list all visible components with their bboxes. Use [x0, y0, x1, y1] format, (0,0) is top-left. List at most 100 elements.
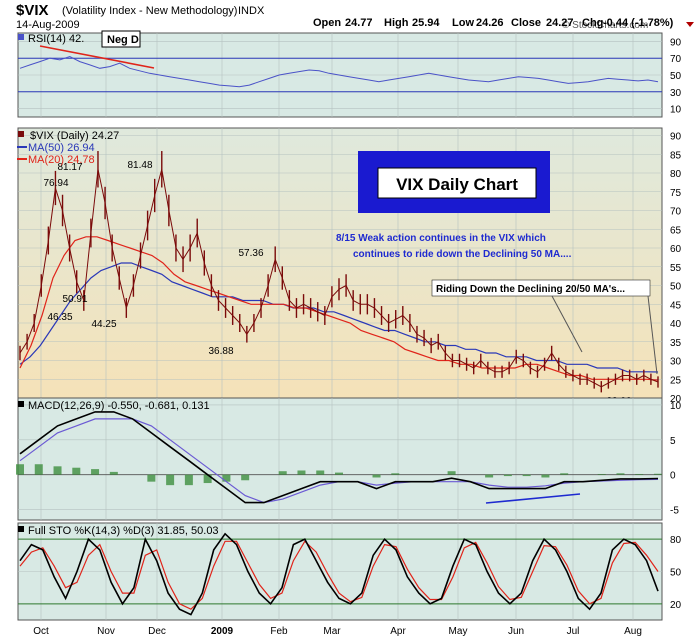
open-value: 24.77 — [345, 17, 373, 29]
y-tick-label: 80 — [670, 169, 682, 180]
sto-title: Full STO %K(14,3) %D(3) 31.85, 50.03 — [28, 525, 219, 537]
rsi-title: RSI(14) 42. — [28, 33, 84, 45]
price-data-label: 36.88 — [208, 346, 233, 357]
y-tick-label: 50 — [670, 282, 682, 293]
macd-hist-bar — [203, 474, 212, 484]
chart-title-inner — [377, 167, 537, 199]
y-tick-label: 40 — [670, 319, 682, 330]
symbol-name: (Volatility Index - New Methodology) — [62, 5, 237, 17]
price-title: $VIX (Daily) 24.27 — [30, 130, 119, 142]
price-data-label: 81.17 — [57, 162, 82, 173]
x-tick-label: Mar — [323, 626, 341, 637]
price-data-label: 81.48 — [127, 160, 152, 171]
panel-frame — [17, 397, 663, 521]
low-value: 24.26 — [476, 17, 504, 29]
down-arrow-icon — [686, 22, 694, 27]
macd-hist-bar — [297, 470, 306, 475]
y-tick-label: 45 — [670, 300, 682, 311]
watermark: © StockCharts.com — [562, 20, 648, 31]
y-tick-label: 50 — [670, 568, 682, 579]
x-tick-label: Aug — [624, 626, 642, 637]
close-value: 24.27 — [546, 17, 574, 29]
chg-label: Chg — [582, 17, 603, 29]
y-tick-label: 75 — [670, 188, 682, 199]
macd-hist-bar — [53, 466, 62, 475]
y-tick-label: 70 — [670, 54, 682, 65]
y-tick-label: 90 — [670, 37, 682, 48]
price-data-label: 50.91 — [62, 294, 87, 305]
y-tick-label: 0 — [670, 471, 676, 482]
y-tick-label: 20 — [670, 600, 682, 611]
y-tick-label: 60 — [670, 244, 682, 255]
macd-hist-bar — [372, 474, 381, 478]
y-tick-label: 80 — [670, 535, 682, 546]
macd-hist-bar — [166, 474, 175, 486]
y-tick-label: 50 — [670, 71, 682, 82]
price-data-label: 57.36 — [238, 248, 263, 259]
macd-hist-bar — [654, 473, 662, 475]
ma50-line — [19, 262, 659, 373]
callout-pointer-1 — [551, 295, 583, 353]
macd-hist-bar — [34, 464, 43, 475]
y-tick-label: 5 — [670, 436, 676, 447]
macd-hist-bar — [91, 469, 100, 475]
macd-title: MACD(12,26,9) -0.550, -0.681, 0.131 — [28, 400, 210, 412]
macd-hist-bar — [391, 473, 400, 475]
callout-pointer-2 — [647, 295, 658, 375]
sto-k-line — [19, 532, 659, 616]
y-tick-label: 70 — [670, 207, 682, 218]
macd-hist-bar — [485, 474, 494, 478]
x-tick-label: Feb — [270, 626, 288, 637]
macd-hist-bar — [541, 474, 550, 478]
sto-legend-swatch — [18, 526, 24, 532]
macd-hist-bar — [560, 473, 569, 475]
macd-hist-bar — [522, 474, 531, 477]
macd-hist-bar — [241, 474, 250, 481]
macd-hist-bar — [184, 474, 193, 486]
rsi-line — [19, 55, 659, 88]
high-value: 25.94 — [412, 17, 440, 29]
x-tick-label: Oct — [33, 626, 49, 637]
macd-hist-bar — [109, 471, 118, 475]
y-tick-label: 20 — [670, 394, 682, 405]
macd-line — [19, 411, 659, 504]
macd-legend-swatch — [18, 401, 24, 407]
price-line — [19, 169, 659, 388]
ma20-line — [19, 236, 659, 381]
rsi-divergence-line — [39, 45, 155, 69]
header-date: 14-Aug-2009 — [16, 19, 80, 31]
callout-box — [431, 279, 651, 297]
macd-hist-bar — [316, 470, 325, 475]
macd-hist-bar — [222, 474, 231, 482]
y-tick-label: 55 — [670, 263, 682, 274]
x-tick-label: May — [449, 626, 468, 637]
chg-value: -0.44 (-1.78%) — [603, 17, 674, 29]
price-data-label: 44.25 — [91, 319, 116, 330]
x-tick-label: Dec — [148, 626, 166, 637]
y-tick-label: 65 — [670, 225, 682, 236]
macd-hist-bar — [16, 464, 24, 475]
neg-d-label: Neg D — [107, 34, 139, 46]
price-legend-swatch — [18, 131, 24, 137]
macd-hist-bar — [335, 472, 343, 475]
macd-hist-bar — [597, 473, 606, 475]
y-tick-label: 30 — [670, 88, 682, 99]
macd-hist-bar — [616, 473, 625, 475]
macd-hist-bar — [278, 471, 287, 475]
macd-panel: -5 0 5 10 — [16, 397, 682, 521]
rsi-legend-swatch — [18, 34, 24, 40]
note-line-2: continues to ride down the Declining 50 … — [353, 249, 572, 260]
macd-hist-bar — [147, 474, 156, 482]
open-label: Open — [313, 17, 341, 29]
y-tick-label: 10 — [670, 105, 682, 116]
x-tick-label: Apr — [390, 626, 406, 637]
ma50-legend: MA(50) 26.94 — [28, 142, 95, 154]
x-tick-label: Jun — [508, 626, 524, 637]
y-tick-label: 90 — [670, 132, 682, 143]
exchange: INDX — [238, 5, 265, 17]
macd-hist-bar — [447, 471, 456, 475]
close-label: Close — [511, 17, 541, 29]
x-tick-label: 2009 — [211, 626, 234, 637]
chart-header: $VIX (Volatility Index - New Methodology… — [16, 2, 694, 31]
